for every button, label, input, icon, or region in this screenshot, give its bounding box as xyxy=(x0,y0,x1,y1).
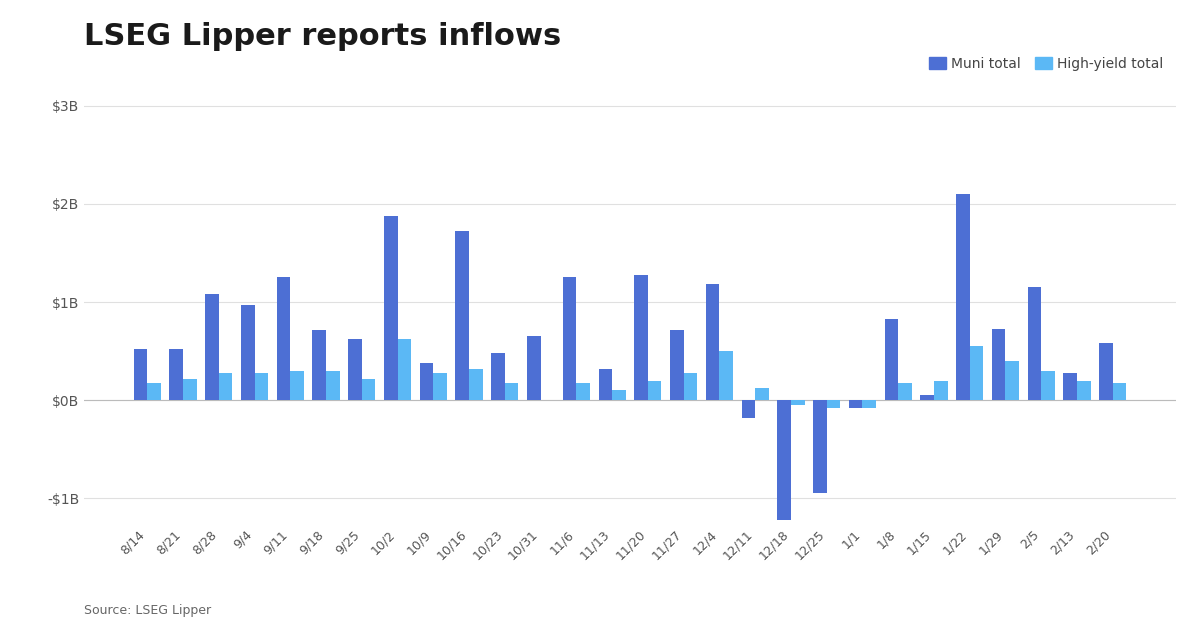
Bar xyxy=(241,305,254,400)
Bar xyxy=(433,373,446,400)
Bar xyxy=(670,329,684,400)
Bar xyxy=(205,294,218,400)
Bar xyxy=(791,400,804,405)
Bar xyxy=(148,382,161,400)
Bar xyxy=(814,400,827,493)
Bar xyxy=(742,400,755,418)
Bar xyxy=(956,194,970,400)
Bar xyxy=(720,351,733,400)
Legend: Muni total, High-yield total: Muni total, High-yield total xyxy=(924,51,1169,76)
Bar xyxy=(397,340,412,400)
Bar xyxy=(755,389,769,400)
Bar xyxy=(312,329,326,400)
Bar xyxy=(920,395,934,400)
Bar xyxy=(1063,373,1078,400)
Bar xyxy=(1078,381,1091,400)
Bar xyxy=(218,373,233,400)
Bar xyxy=(599,369,612,400)
Bar xyxy=(527,336,540,400)
Bar xyxy=(934,381,948,400)
Bar xyxy=(884,319,899,400)
Bar xyxy=(612,391,625,400)
Text: LSEG Lipper reports inflows: LSEG Lipper reports inflows xyxy=(84,22,562,51)
Bar xyxy=(133,349,148,400)
Bar xyxy=(491,353,505,400)
Bar xyxy=(635,275,648,400)
Bar xyxy=(169,349,182,400)
Bar xyxy=(684,373,697,400)
Bar xyxy=(254,373,268,400)
Bar xyxy=(348,340,361,400)
Bar xyxy=(456,231,469,400)
Bar xyxy=(277,277,290,400)
Bar xyxy=(1027,287,1042,400)
Bar xyxy=(778,400,791,520)
Bar xyxy=(648,381,661,400)
Bar xyxy=(326,370,340,400)
Bar xyxy=(1099,343,1112,400)
Bar xyxy=(1006,361,1019,400)
Bar xyxy=(182,379,197,400)
Bar xyxy=(706,284,720,400)
Bar xyxy=(290,370,304,400)
Bar xyxy=(1042,370,1055,400)
Bar xyxy=(469,369,482,400)
Text: Source: LSEG Lipper: Source: LSEG Lipper xyxy=(84,604,211,617)
Bar xyxy=(827,400,840,408)
Bar xyxy=(848,400,863,408)
Bar xyxy=(420,363,433,400)
Bar xyxy=(505,382,518,400)
Bar xyxy=(1112,382,1127,400)
Bar xyxy=(863,400,876,408)
Bar xyxy=(899,382,912,400)
Bar xyxy=(970,346,983,400)
Bar xyxy=(361,379,376,400)
Bar xyxy=(384,215,397,400)
Bar xyxy=(563,277,576,400)
Bar xyxy=(992,328,1006,400)
Bar xyxy=(576,382,590,400)
